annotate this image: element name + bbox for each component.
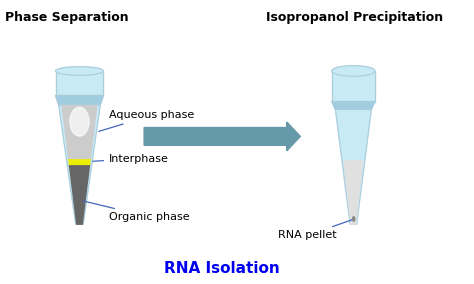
Polygon shape bbox=[55, 95, 103, 105]
Polygon shape bbox=[336, 109, 371, 224]
Polygon shape bbox=[59, 105, 100, 224]
Polygon shape bbox=[344, 161, 363, 224]
Ellipse shape bbox=[55, 67, 103, 75]
Polygon shape bbox=[332, 71, 375, 102]
Ellipse shape bbox=[332, 66, 375, 76]
Text: Interphase: Interphase bbox=[92, 154, 169, 164]
Text: Aqueous phase: Aqueous phase bbox=[99, 110, 194, 131]
Ellipse shape bbox=[70, 107, 89, 136]
Polygon shape bbox=[332, 102, 375, 109]
Polygon shape bbox=[69, 164, 90, 224]
Text: Isopropanol Precipitation: Isopropanol Precipitation bbox=[266, 11, 443, 24]
Text: Organic phase: Organic phase bbox=[83, 201, 190, 222]
Text: Phase Separation: Phase Separation bbox=[5, 11, 128, 24]
Text: RNA Isolation: RNA Isolation bbox=[164, 261, 280, 276]
Polygon shape bbox=[69, 158, 91, 164]
Ellipse shape bbox=[353, 217, 355, 221]
Polygon shape bbox=[144, 122, 301, 151]
Polygon shape bbox=[55, 71, 103, 95]
Text: RNA pellet: RNA pellet bbox=[278, 220, 352, 240]
Polygon shape bbox=[62, 106, 97, 158]
